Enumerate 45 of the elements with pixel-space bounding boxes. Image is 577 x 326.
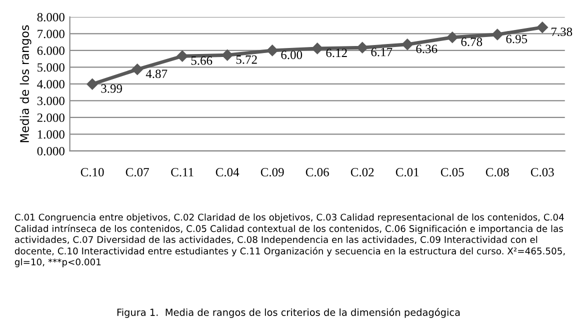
y-axis-title: Media de los rangos <box>20 25 32 142</box>
x-tick-label: C.06 <box>306 168 329 176</box>
x-tick-label: C.08 <box>486 168 509 176</box>
data-label: 5.66 <box>191 56 212 65</box>
text: Figura 1. Media de rangos de los criterios de la dimensión pedagógica <box>117 308 460 318</box>
x-tick-label: C.04 <box>216 168 240 176</box>
point <box>176 50 188 62</box>
point <box>356 42 368 54</box>
y-tick-label: 4.000 <box>37 80 64 88</box>
y-tick-label: 6.000 <box>37 46 64 55</box>
x-tick-label: C.11 <box>171 168 194 176</box>
point <box>132 64 143 75</box>
point <box>446 32 458 43</box>
point <box>536 22 548 33</box>
data-label: 6.95 <box>506 34 528 44</box>
point <box>402 38 413 50</box>
x-tick-label: C.03 <box>530 168 554 176</box>
x-tick-label: C.02 <box>350 168 374 176</box>
data-label: 6.17 <box>371 48 392 56</box>
data-label: 6.36 <box>416 44 438 54</box>
y-tick-label: 7.000 <box>38 30 64 38</box>
y-tick-label: 8.000 <box>37 12 64 22</box>
point <box>492 28 503 40</box>
x-tick-label: C.07 <box>126 168 149 176</box>
data-label: 6.00 <box>281 50 302 60</box>
x-tick-label: C.05 <box>440 168 464 176</box>
y-tick-label: 5.000 <box>38 63 64 72</box>
data-label: 6.78 <box>461 38 482 46</box>
data-label: 5.72 <box>236 55 257 64</box>
x-tick-label: C.09 <box>260 168 284 176</box>
data-label: 7.38 <box>552 28 572 36</box>
y-tick-label: 2.000 <box>37 113 64 122</box>
point <box>266 44 278 56</box>
x-tick-label: C.10 <box>80 168 104 176</box>
point <box>86 78 98 90</box>
text: C.01 Congruencia entre objetivos, C.02 Claridad de los objetivos, C.03 Calidad representacional de los contenidos, C.04 Calidad intrínseca de los contenidos, C.05 Calidad contextual de los contenidos, C.06 Significación e importancia de las actividades, C.07 Diversidad de las actividades, C.08 Independencia en las actividades, C.09 Interactividad con el docente, C.10 Interactividad entre estudiantes y C.11 Organización y secuencia en la estructura del curso. X²=465.505, gl=10, ***p<0.001 <box>14 214 565 268</box>
point <box>222 50 233 61</box>
data-label: 3.99 <box>101 84 122 93</box>
y-tick-label: 0.000 <box>37 146 64 156</box>
data-label: 4.87 <box>146 70 168 78</box>
point <box>312 42 323 54</box>
data-label: 6.12 <box>326 48 347 58</box>
y-tick-label: 1.000 <box>38 130 64 139</box>
x-tick-label: C.01 <box>396 168 419 176</box>
y-tick-label: 3.000 <box>37 96 64 106</box>
